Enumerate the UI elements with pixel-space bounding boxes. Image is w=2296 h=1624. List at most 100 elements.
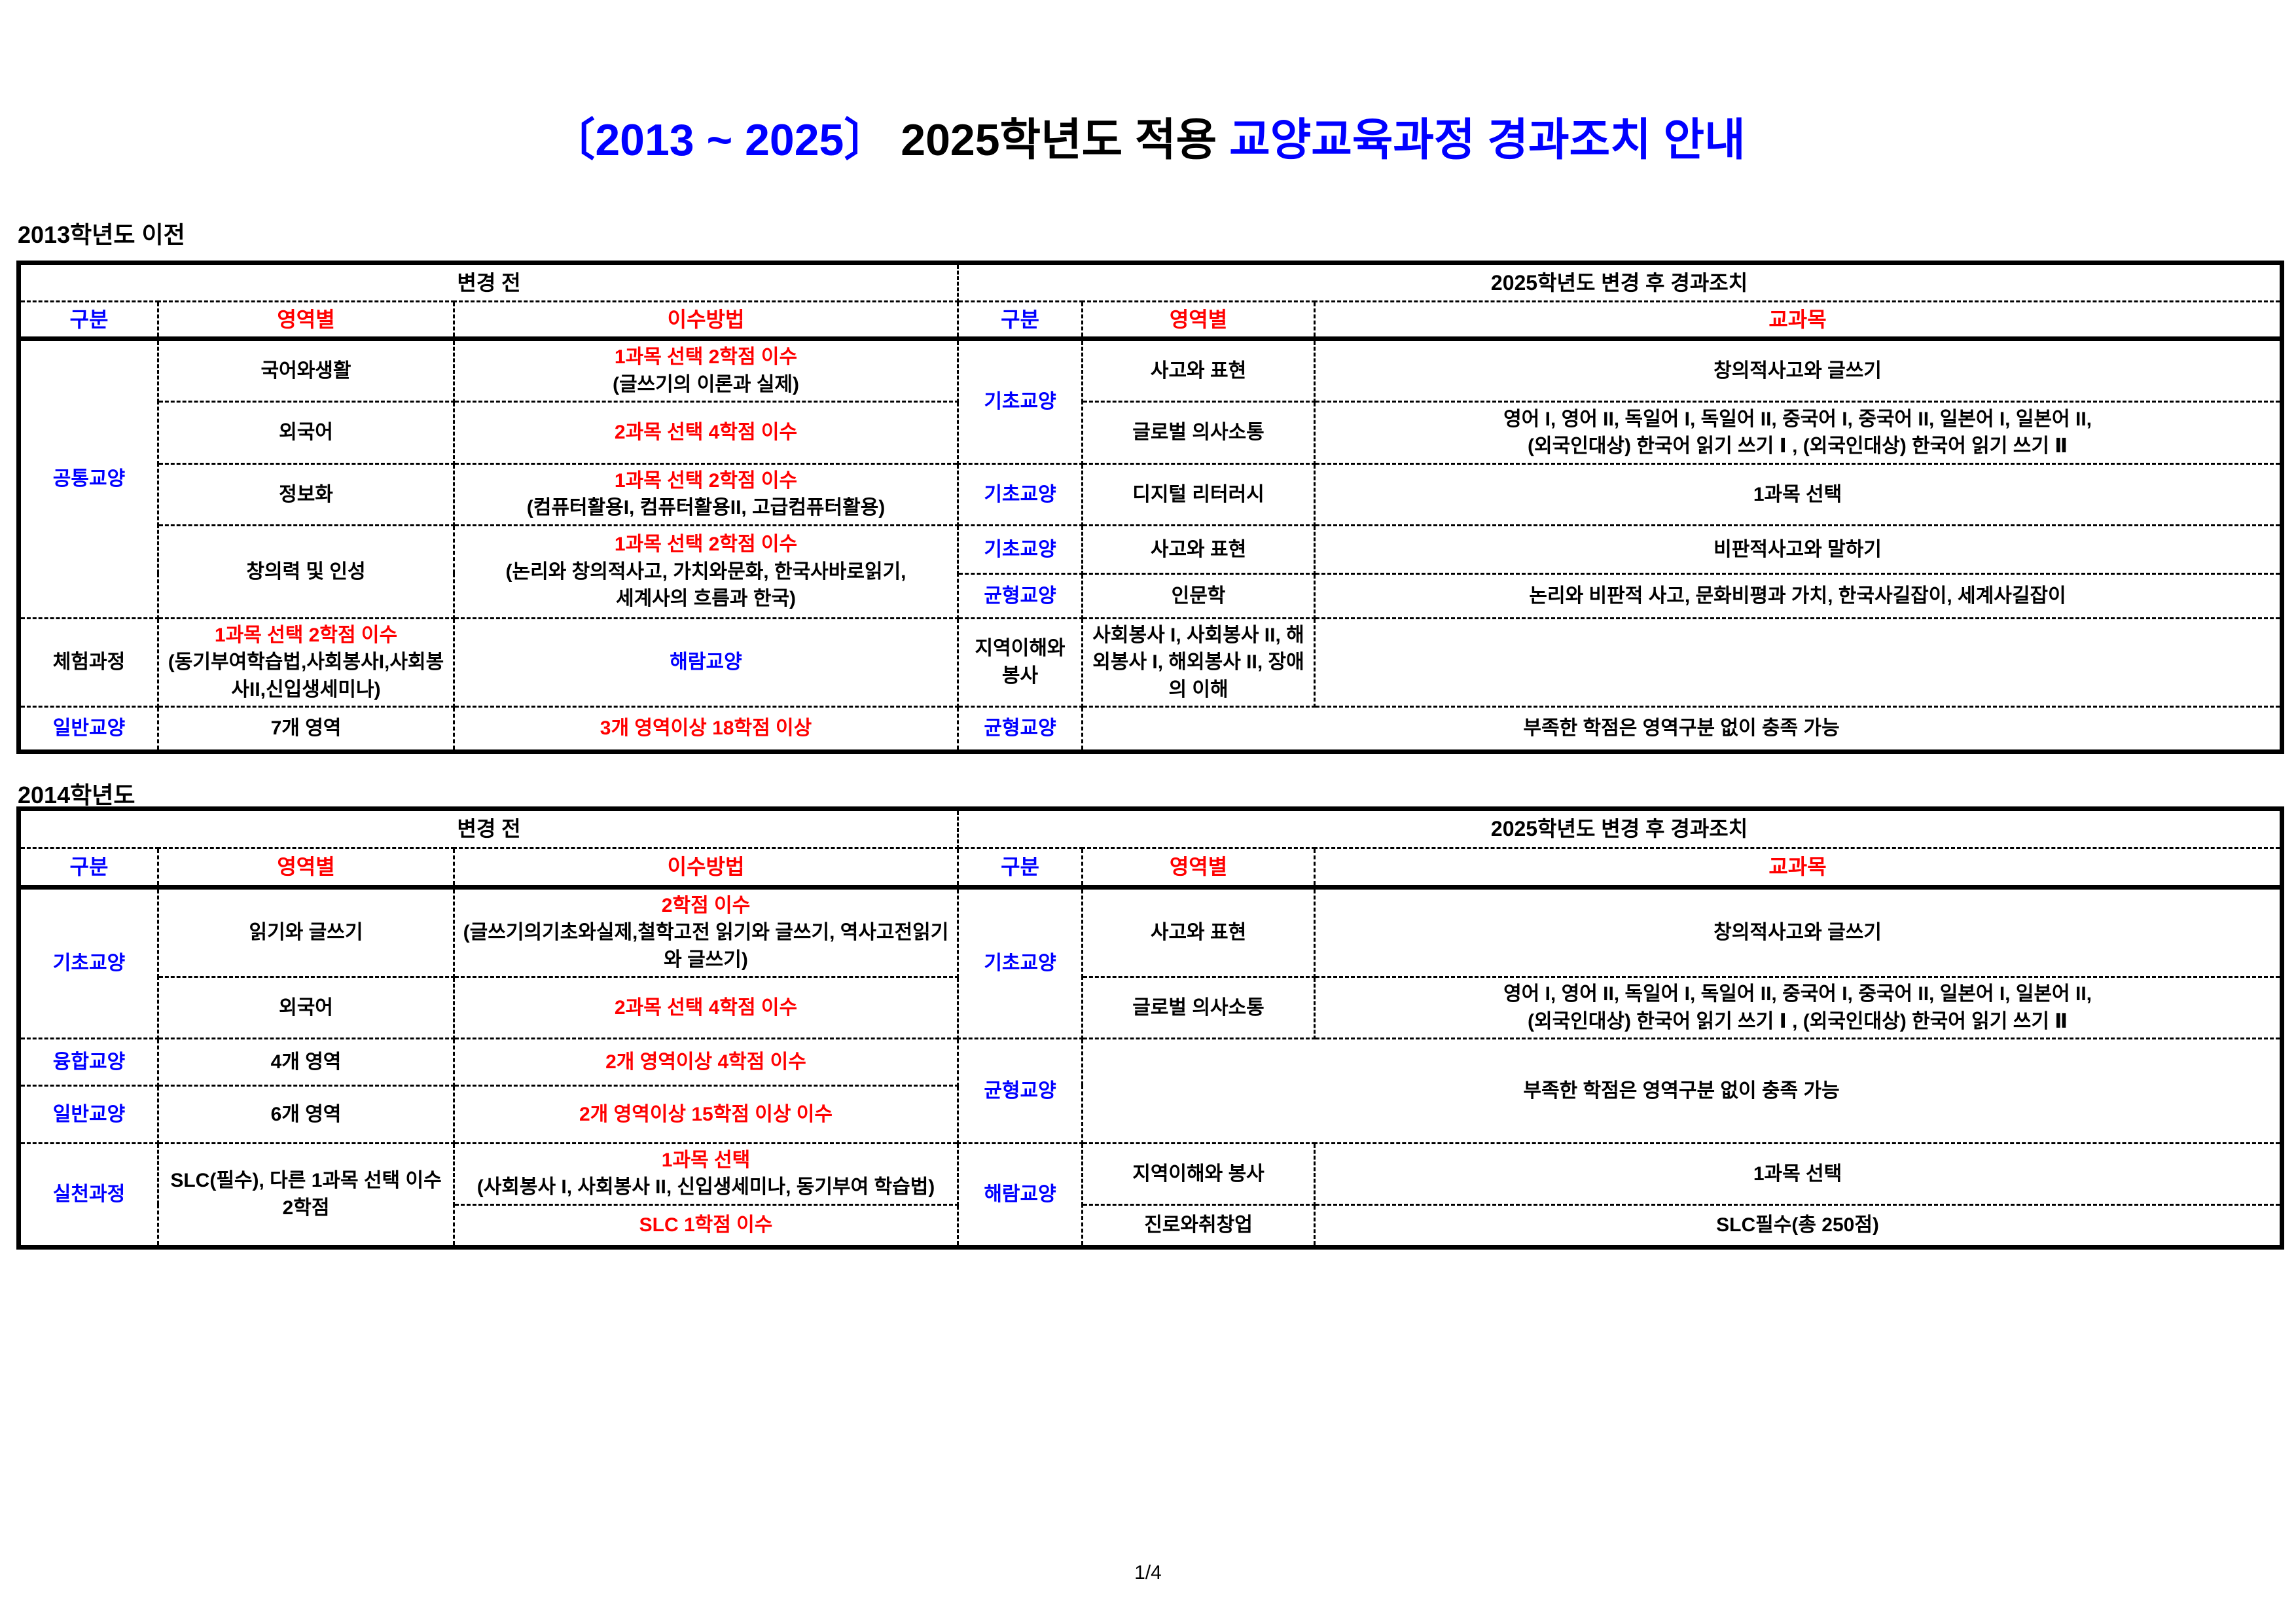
before-header-cell: 변경 전 [17, 808, 960, 849]
course-list-text: 영어 I, 영어 II, 독일어 I, 독일어 II, 중국어 I, 중국어 I… [1503, 408, 2092, 430]
area-cell: 정보화 [157, 462, 455, 526]
area-cell: 읽기와 글쓰기 [157, 886, 455, 979]
method-cell: 2개 영역이상 4학점 이수 [452, 1037, 960, 1087]
column-header-gubun: 구분 [18, 300, 159, 342]
requirement-text: 1과목 선택 2학점 이수 [214, 624, 398, 646]
method-cell: 1과목 선택 2학점 이수 (논리와 창의적사고, 가치와문화, 한국사바로읽기… [452, 524, 960, 619]
course-list-text: (글쓰기의기초와실제,철학고전 읽기와 글쓰기, 역사고전읽기와 글쓰기) [463, 922, 949, 971]
table-row: 외국어 2과목 선택 4학점 이수 글로벌 의사소통 영어 I, 영어 II, … [19, 400, 2284, 465]
subject-cell: 사회봉사 I, 사회봉사 II, 해외봉사 I, 해외봉사 II, 장애의 이해 [1081, 617, 1316, 708]
table-row: 일반교양 6개 영역 2개 영역이상 15학점 이상 이수 [18, 1084, 2282, 1144]
gubun-cell: 해람교양 [957, 1142, 1084, 1248]
subject-cell: 1과목 선택 [1314, 1142, 2284, 1206]
title-apply-text: 2025학년도 적용 [888, 115, 1230, 165]
column-header-method: 이수방법 [452, 300, 960, 342]
requirement-text: 1과목 선택 2학점 이수 [614, 346, 798, 369]
area-cell: 사고와 표현 [1081, 886, 1316, 979]
method-cell: SLC 1학점 이수 [452, 1203, 960, 1248]
gubun-cell: 기초교양 [957, 462, 1084, 526]
title-subject-text: 교양교육과정 경과조치 안내 [1229, 115, 1746, 165]
method-cell: 2학점 이수 (글쓰기의기초와실제,철학고전 읽기와 글쓰기, 역사고전읽기와 … [452, 886, 960, 979]
column-header-gubun: 구분 [957, 847, 1084, 890]
gubun-cell: 실천과정 [18, 1142, 159, 1248]
after-header-cell: 2025학년도 변경 후 경과조치 [957, 808, 2284, 849]
page-number: 1/4 [1134, 1562, 1162, 1583]
section-heading-2013: 2013학년도 이전 [18, 221, 185, 248]
course-list-text: (외국인대상) 한국어 읽기 쓰기 Ⅰ , (외국인대상) 한국어 읽기 쓰기 … [1528, 435, 2068, 457]
gubun-cell: 공통교양 [18, 338, 159, 619]
column-header-gubun: 구분 [957, 300, 1084, 342]
subject-cell: 창의적사고와 글쓰기 [1314, 338, 2284, 403]
area-cell: 지역이해와 봉사 [1081, 1142, 1316, 1206]
method-cell: 1과목 선택 (사회봉사 I, 사회봉사 II, 신입생세미나, 동기부여 학습… [452, 1142, 960, 1206]
table-row: 공통교양 국어와생활 1과목 선택 2학점 이수 (글쓰기의 이론과 실제) 기… [18, 338, 2284, 619]
table-row: 변경 전 2025학년도 변경 후 경과조치 [17, 262, 2284, 302]
method-cell: 1과목 선택 2학점 이수 (컴퓨터활용I, 컴퓨터활용II, 고급컴퓨터활용) [452, 462, 960, 526]
area-cell: 인문학 [1081, 572, 1316, 619]
column-header-area: 영역별 [157, 300, 455, 342]
column-header-subject: 교과목 [1314, 300, 2284, 342]
course-list-text: (외국인대상) 한국어 읽기 쓰기 Ⅰ , (외국인대상) 한국어 읽기 쓰기 … [1528, 1010, 2068, 1032]
note-cell: 부족한 학점은 영역구분 없이 충족 가능 [1081, 705, 2284, 753]
area-cell: 지역이해와 봉사 [957, 617, 1084, 708]
subject-cell: 영어 I, 영어 II, 독일어 I, 독일어 II, 중국어 I, 중국어 I… [1314, 400, 2284, 465]
subject-cell: 창의적사고와 글쓰기 [1314, 886, 2284, 979]
column-header-gubun: 구분 [18, 847, 159, 890]
method-cell: 1과목 선택 2학점 이수 (글쓰기의 이론과 실제) [452, 338, 960, 403]
gubun-cell: 일반교양 [18, 1084, 159, 1144]
area-cell: 창의력 및 인성 [157, 524, 455, 619]
column-header-area: 영역별 [1081, 300, 1316, 342]
area-cell: 글로벌 의사소통 [1081, 400, 1316, 465]
gubun-cell: 기초교양 [957, 524, 1084, 575]
before-header-cell: 변경 전 [17, 262, 960, 302]
gubun-cell: 일반교양 [18, 705, 159, 753]
gubun-cell: 기초교양 [957, 886, 1084, 1039]
table-row: 융합교양 4개 영역 2개 영역이상 4학점 이수 균형교양 부족한 학점은 영… [18, 1037, 2284, 1144]
gubun-cell: 기초교양 [957, 338, 1084, 465]
table-row: 창의력 및 인성 1과목 선택 2학점 이수 (논리와 창의적사고, 가치와문화… [19, 524, 2284, 619]
course-list-text: (논리와 창의적사고, 가치와문화, 한국사바로읽기, [505, 560, 906, 583]
table-2013: 변경 전 2025학년도 변경 후 경과조치 구분 영역별 이수방법 구분 영역… [16, 261, 2285, 754]
column-header-area: 영역별 [1081, 847, 1316, 890]
subject-cell: SLC필수(총 250점) [1314, 1203, 2284, 1248]
gubun-cell: 균형교양 [957, 705, 1084, 753]
method-cell: 3개 영역이상 18학점 이상 [452, 705, 960, 753]
title-year-range: 〔2013 ~ 2025〕 [550, 115, 889, 165]
area-cell: 외국어 [157, 400, 455, 465]
requirement-text: 1과목 선택 [661, 1149, 751, 1171]
area-cell: 7개 영역 [157, 705, 455, 753]
subject-cell: 영어 I, 영어 II, 독일어 I, 독일어 II, 중국어 I, 중국어 I… [1314, 976, 2284, 1039]
course-list-text: (사회봉사 I, 사회봉사 II, 신입생세미나, 동기부여 학습법) [476, 1176, 935, 1199]
gubun-cell: 균형교양 [957, 1037, 1084, 1144]
area-cell: 체험과정 [18, 617, 159, 708]
area-cell: 4개 영역 [157, 1037, 455, 1087]
note-cell: 부족한 학점은 영역구분 없이 충족 가능 [1081, 1037, 2284, 1144]
method-cell: 1과목 선택 2학점 이수 (동기부여학습법,사회봉사I,사회봉사II,신입생세… [157, 617, 455, 708]
column-header-subject: 교과목 [1314, 847, 2284, 890]
course-list-text: (글쓰기의 이론과 실제) [612, 373, 800, 395]
method-cell: 2개 영역이상 15학점 이상 이수 [452, 1084, 960, 1144]
page-title: 〔2013 ~ 2025〕 2025학년도 적용 교양교육과정 경과조치 안내 [0, 103, 2296, 168]
area-cell: 사고와 표현 [1081, 338, 1316, 403]
table-row: SLC 1학점 이수 진로와취창업 SLC필수(총 250점) [19, 1203, 2284, 1248]
area-cell: 외국어 [157, 976, 455, 1039]
course-list-text: 영어 I, 영어 II, 독일어 I, 독일어 II, 중국어 I, 중국어 I… [1503, 983, 2092, 1005]
course-list-text: (컴퓨터활용I, 컴퓨터활용II, 고급컴퓨터활용) [526, 497, 886, 519]
area-cell: 사고와 표현 [1081, 524, 1316, 575]
table-row: 기초교양 읽기와 글쓰기 2학점 이수 (글쓰기의기초와실제,철학고전 읽기와 … [18, 886, 2284, 1039]
table-row: 정보화 1과목 선택 2학점 이수 (컴퓨터활용I, 컴퓨터활용II, 고급컴퓨… [19, 462, 2284, 526]
section-heading-2014: 2014학년도 [18, 782, 135, 808]
table-row: 구분 영역별 이수방법 구분 영역별 교과목 [18, 300, 2284, 342]
after-header-cell: 2025학년도 변경 후 경과조치 [957, 262, 2284, 302]
subject-cell: 비판적사고와 말하기 [1314, 524, 2284, 575]
area-cell: 글로벌 의사소통 [1081, 976, 1316, 1039]
requirement-text: 1과목 선택 2학점 이수 [614, 469, 798, 492]
subject-cell: 논리와 비판적 사고, 문화비평과 가치, 한국사길잡이, 세계사길잡이 [1314, 572, 2284, 619]
area-cell: SLC(필수), 다른 1과목 선택 이수 2학점 [157, 1142, 455, 1248]
gubun-cell: 융합교양 [18, 1037, 159, 1087]
table-row: 실천과정 SLC(필수), 다른 1과목 선택 이수 2학점 1과목 선택 (사… [18, 1142, 2284, 1248]
column-header-area: 영역별 [157, 847, 455, 890]
course-list-text: (동기부여학습법,사회봉사I,사회봉사II,신입생세미나) [168, 651, 444, 700]
table-row: 변경 전 2025학년도 변경 후 경과조치 [17, 808, 2284, 849]
